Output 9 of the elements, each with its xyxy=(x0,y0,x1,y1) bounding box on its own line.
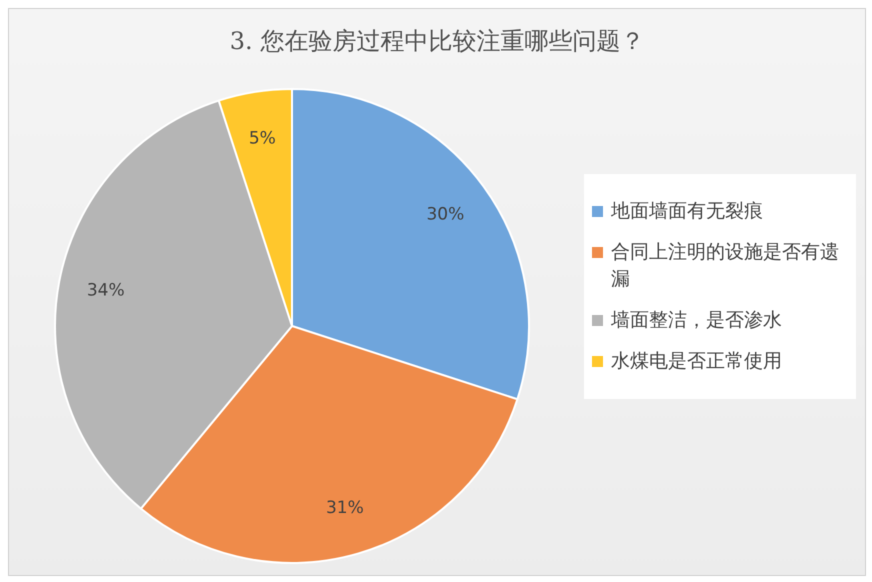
data-label: 5% xyxy=(248,128,276,149)
chart-title: 3. 您在验房过程中比较注重哪些问题？ xyxy=(228,26,646,57)
data-label: 34% xyxy=(86,280,125,300)
legend-label: 合同上注明的设施是否有遗漏 xyxy=(611,240,840,292)
data-label: 31% xyxy=(326,498,364,518)
legend-label: 水煤电是否正常使用 xyxy=(611,349,782,374)
data-label: 30% xyxy=(426,204,464,225)
legend-label: 地面墙面有无裂痕 xyxy=(611,199,763,224)
legend-label: 墙面整洁，是否渗水 xyxy=(611,308,782,333)
